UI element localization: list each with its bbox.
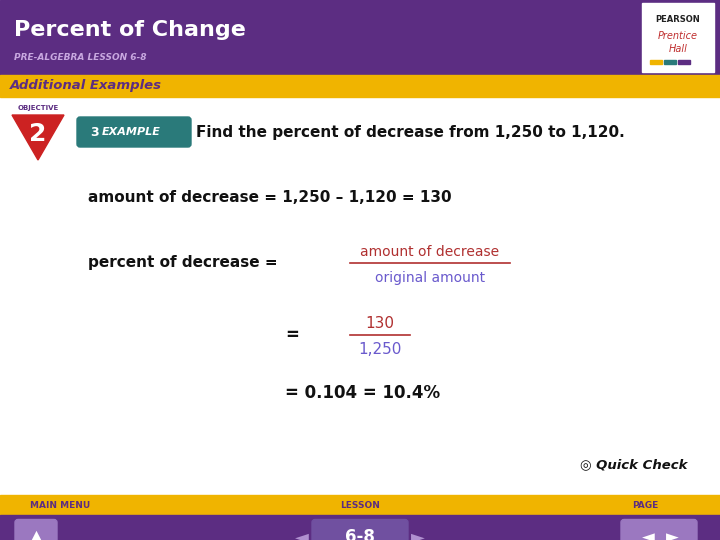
FancyBboxPatch shape: [15, 519, 57, 540]
Text: PRE-ALGEBRA LESSON 6-8: PRE-ALGEBRA LESSON 6-8: [14, 52, 146, 62]
Bar: [0, 0, 720, 75]
Text: Find the percent of decrease from 1,250 to 1,120.: Find the percent of decrease from 1,250 …: [196, 125, 625, 139]
Text: 6-8: 6-8: [345, 529, 375, 540]
Text: Prentice: Prentice: [658, 31, 698, 41]
Text: Additional Examples: Additional Examples: [10, 79, 162, 92]
Text: PAGE: PAGE: [632, 501, 658, 510]
Text: Hall: Hall: [669, 44, 688, 54]
Text: LESSON: LESSON: [340, 501, 380, 510]
Text: ◄: ◄: [295, 529, 309, 540]
Bar: [678, 60, 690, 64]
Bar: [0, 97, 720, 495]
Bar: [0, 495, 720, 515]
Text: 130: 130: [366, 315, 395, 330]
Text: 2: 2: [30, 122, 47, 146]
Polygon shape: [12, 115, 64, 160]
Text: Percent of Change: Percent of Change: [14, 20, 246, 40]
Text: ►: ►: [665, 529, 678, 540]
Text: amount of decrease = 1,250 – 1,120 = 130: amount of decrease = 1,250 – 1,120 = 130: [88, 190, 451, 205]
Bar: [642, 3, 714, 72]
Text: PEARSON: PEARSON: [656, 15, 701, 24]
Text: ►: ►: [411, 529, 425, 540]
Bar: [0, 515, 720, 540]
Bar: [650, 60, 662, 64]
FancyBboxPatch shape: [312, 519, 408, 540]
Text: =: =: [285, 326, 299, 344]
Text: 1,250: 1,250: [359, 342, 402, 357]
Text: ◎ Quick Check: ◎ Quick Check: [580, 458, 688, 471]
FancyBboxPatch shape: [621, 519, 697, 540]
Text: original amount: original amount: [375, 271, 485, 285]
Text: 3: 3: [90, 125, 99, 138]
Text: amount of decrease: amount of decrease: [361, 245, 500, 259]
Text: MAIN MENU: MAIN MENU: [30, 501, 90, 510]
Text: ▲: ▲: [29, 528, 43, 540]
Bar: [0, 75, 720, 97]
Text: = 0.104 = 10.4%: = 0.104 = 10.4%: [285, 384, 440, 402]
Text: OBJECTIVE: OBJECTIVE: [18, 105, 59, 111]
Text: EXAMPLE: EXAMPLE: [102, 127, 161, 137]
Text: percent of decrease =: percent of decrease =: [88, 254, 283, 269]
Bar: [664, 60, 676, 64]
FancyBboxPatch shape: [77, 117, 191, 147]
Text: ◄: ◄: [642, 529, 654, 540]
